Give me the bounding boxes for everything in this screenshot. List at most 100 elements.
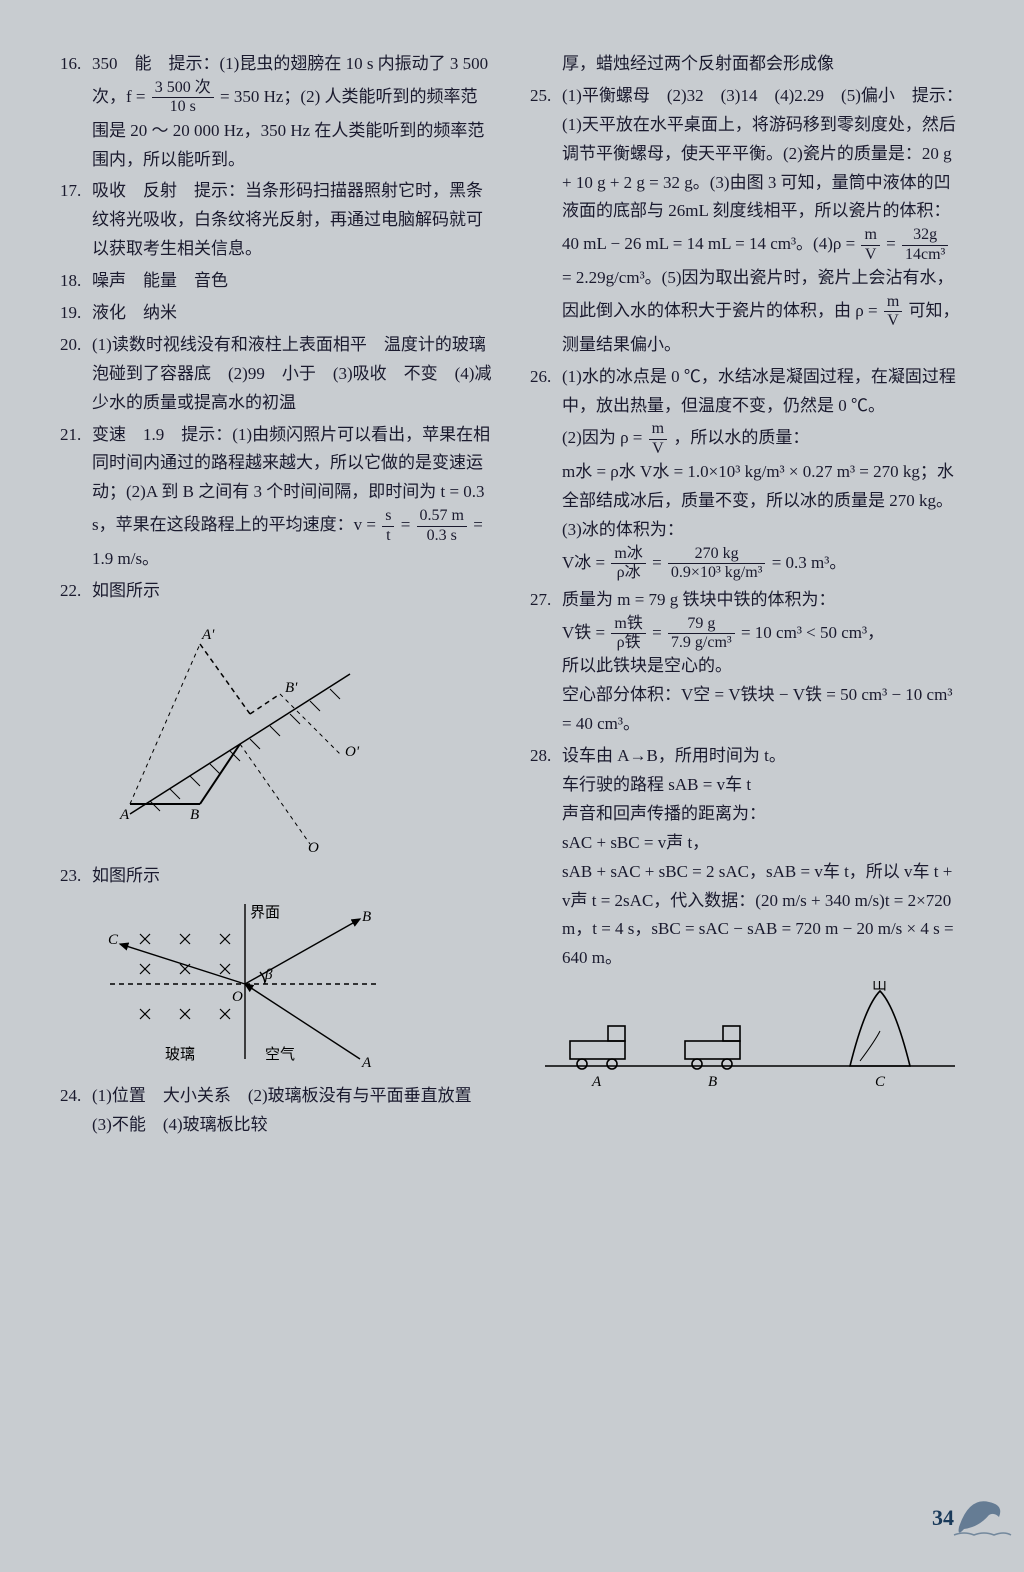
answer-item-17: 17. 吸收 反射 提示：当条形码扫描器照射它时，黑条纹将光吸收，白条纹将光反射… bbox=[60, 177, 494, 264]
answer-item-19: 19. 液化 纳米 bbox=[60, 299, 494, 328]
item-number: 16. bbox=[60, 50, 92, 174]
item-body: (1)水的冰点是 0 ℃，水结冰是凝固过程，在凝固过程中，放出热量，但温度不变，… bbox=[562, 363, 964, 583]
fraction: m铁 ρ铁 bbox=[611, 615, 645, 653]
item-body: 如图所示 bbox=[92, 577, 494, 606]
item-number: 23. bbox=[60, 862, 92, 891]
item-body: 如图所示 bbox=[92, 862, 494, 891]
fraction: m V bbox=[884, 293, 902, 331]
item-body: (1)读数时视线没有和液柱上表面相平 温度计的玻璃泡碰到了容器底 (2)99 小… bbox=[92, 331, 494, 418]
answer-item-28: 28. 设车由 A→B，所用时间为 t。 车行驶的路程 sAB = v车 t 声… bbox=[530, 742, 964, 973]
label-B: B bbox=[362, 909, 371, 925]
item-number: 27. bbox=[530, 586, 562, 739]
fraction: 32g 14cm³ bbox=[902, 226, 948, 264]
item-body: 噪声 能量 音色 bbox=[92, 267, 494, 296]
text: V冰 = bbox=[562, 553, 609, 572]
item-number: 28. bbox=[530, 742, 562, 973]
fraction: m冰 ρ冰 bbox=[611, 545, 645, 583]
fraction: 3 500 次 10 s bbox=[152, 79, 214, 117]
figure-23-refraction: A B C O β 界面 玻璃 空气 bbox=[90, 899, 494, 1074]
text: 设车由 A→B，所用时间为 t。 bbox=[562, 742, 964, 771]
label-mountain: 山 bbox=[872, 981, 887, 993]
text: m水 = ρ水 V水 = 1.0×10³ kg/m³ × 0.27 m³ = 2… bbox=[562, 458, 964, 516]
text: = bbox=[401, 515, 415, 534]
text: (2)因为 ρ = bbox=[562, 428, 647, 447]
answer-item-16: 16. 350 能 提示：(1)昆虫的翅膀在 10 s 内振动了 3 500 次… bbox=[60, 50, 494, 174]
label-A: A bbox=[119, 807, 130, 823]
label-O: O bbox=[232, 989, 243, 1005]
label-A: A bbox=[361, 1055, 372, 1071]
label-Op: O' bbox=[345, 744, 360, 760]
answer-item-25: 25. (1)平衡螺母 (2)32 (3)14 (4)2.29 (5)偏小 提示… bbox=[530, 82, 964, 360]
text: (1)水的冰点是 0 ℃，水结冰是凝固过程，在凝固过程中，放出热量，但温度不变，… bbox=[562, 363, 964, 421]
fraction: 79 g 7.9 g/cm³ bbox=[668, 615, 735, 653]
label-B: B bbox=[190, 807, 199, 823]
figure-28-trucks-mountain: 山 A B C bbox=[540, 981, 964, 1096]
label-Ap: A' bbox=[201, 627, 215, 643]
label-C: C bbox=[108, 932, 119, 948]
text: sAB + sAC + sBC = 2 sAC，sAB = v车 t，所以 v车… bbox=[562, 858, 964, 974]
right-column: 厚，蜡烛经过两个反射面都会形成像 25. (1)平衡螺母 (2)32 (3)14… bbox=[530, 50, 964, 1142]
item-body: 变速 1.9 提示：(1)由频闪照片可以看出，苹果在相同时间内通过的路程越来越大… bbox=[92, 421, 494, 574]
item-number: 18. bbox=[60, 267, 92, 296]
fraction: m V bbox=[649, 420, 667, 458]
fraction: 270 kg 0.9×10³ kg/m³ bbox=[668, 545, 766, 583]
answer-item-27: 27. 质量为 m = 79 g 铁块中铁的体积为： V铁 = m铁 ρ铁 = … bbox=[530, 586, 964, 739]
text: sAC + sBC = v声 t， bbox=[562, 829, 964, 858]
text: 车行驶的路程 sAB = v车 t bbox=[562, 771, 964, 800]
item-body: 厚，蜡烛经过两个反射面都会形成像 bbox=[562, 50, 964, 79]
label-air: 空气 bbox=[265, 1046, 295, 1063]
item-number: 25. bbox=[530, 82, 562, 360]
line: V冰 = m冰 ρ冰 = 270 kg 0.9×10³ kg/m³ = 0.3 … bbox=[562, 545, 964, 583]
text: 质量为 m = 79 g 铁块中铁的体积为： bbox=[562, 586, 964, 615]
item-number: 20. bbox=[60, 331, 92, 418]
answer-item-23: 23. 如图所示 bbox=[60, 862, 494, 891]
text: = bbox=[652, 622, 666, 641]
answer-item-24: 24. (1)位置 大小关系 (2)玻璃板没有与平面垂直放置 (3)不能 (4)… bbox=[60, 1082, 494, 1140]
label-interface: 界面 bbox=[250, 905, 280, 921]
text: 声音和回声传播的距离为： bbox=[562, 800, 964, 829]
text: 所以此铁块是空心的。 bbox=[562, 652, 964, 681]
fraction: m V bbox=[861, 226, 879, 264]
answer-item-18: 18. 噪声 能量 音色 bbox=[60, 267, 494, 296]
item-number: 19. bbox=[60, 299, 92, 328]
label-B: B bbox=[708, 1074, 717, 1090]
item-body: 吸收 反射 提示：当条形码扫描器照射它时，黑条纹将光吸收，白条纹将光反射，再通过… bbox=[92, 177, 494, 264]
text: = bbox=[886, 234, 900, 253]
label-A: A bbox=[591, 1074, 602, 1090]
item-body: (1)位置 大小关系 (2)玻璃板没有与平面垂直放置 (3)不能 (4)玻璃板比… bbox=[92, 1082, 494, 1140]
item-body: 液化 纳米 bbox=[92, 299, 494, 328]
item-number: 22. bbox=[60, 577, 92, 606]
label-beta: β bbox=[264, 967, 273, 983]
answer-item-20: 20. (1)读数时视线没有和液柱上表面相平 温度计的玻璃泡碰到了容器底 (2)… bbox=[60, 331, 494, 418]
fraction: s t bbox=[382, 507, 394, 545]
item-body: 质量为 m = 79 g 铁块中铁的体积为： V铁 = m铁 ρ铁 = 79 g… bbox=[562, 586, 964, 739]
item-number: 24. bbox=[60, 1082, 92, 1140]
line: V铁 = m铁 ρ铁 = 79 g 7.9 g/cm³ = 10 cm³ < 5… bbox=[562, 615, 964, 653]
label-C: C bbox=[875, 1074, 886, 1090]
two-column-layout: 16. 350 能 提示：(1)昆虫的翅膀在 10 s 内振动了 3 500 次… bbox=[60, 50, 964, 1142]
label-O: O bbox=[308, 840, 319, 854]
answer-item-26: 26. (1)水的冰点是 0 ℃，水结冰是凝固过程，在凝固过程中，放出热量，但温… bbox=[530, 363, 964, 583]
item-number: 17. bbox=[60, 177, 92, 264]
text: ，所以水的质量： bbox=[673, 428, 809, 447]
left-column: 16. 350 能 提示：(1)昆虫的翅膀在 10 s 内振动了 3 500 次… bbox=[60, 50, 494, 1142]
label-Bp: B' bbox=[285, 680, 298, 696]
dolphin-icon bbox=[949, 1487, 1014, 1552]
item-body: (1)平衡螺母 (2)32 (3)14 (4)2.29 (5)偏小 提示：(1)… bbox=[562, 82, 964, 360]
answer-item-21: 21. 变速 1.9 提示：(1)由频闪照片可以看出，苹果在相同时间内通过的路程… bbox=[60, 421, 494, 574]
answer-item-22: 22. 如图所示 bbox=[60, 577, 494, 606]
fraction: 0.57 m 0.3 s bbox=[417, 507, 467, 545]
label-glass: 玻璃 bbox=[165, 1046, 195, 1063]
text: = bbox=[652, 553, 666, 572]
text: 空心部分体积：V空 = V铁块 − V铁 = 50 cm³ − 10 cm³ =… bbox=[562, 681, 964, 739]
text: = 0.3 m³。 bbox=[772, 553, 847, 572]
figure-22-mirror: A B A' B' O O' bbox=[90, 614, 494, 854]
text: V铁 = bbox=[562, 622, 609, 641]
item-number bbox=[530, 50, 562, 79]
line: (2)因为 ρ = m V ，所以水的质量： bbox=[562, 420, 964, 458]
text: (3)冰的体积为： bbox=[562, 516, 964, 545]
answer-item-24-continued: 厚，蜡烛经过两个反射面都会形成像 bbox=[530, 50, 964, 79]
item-number: 26. bbox=[530, 363, 562, 583]
item-body: 350 能 提示：(1)昆虫的翅膀在 10 s 内振动了 3 500 次，f =… bbox=[92, 50, 494, 174]
text: = 10 cm³ < 50 cm³， bbox=[741, 622, 884, 641]
